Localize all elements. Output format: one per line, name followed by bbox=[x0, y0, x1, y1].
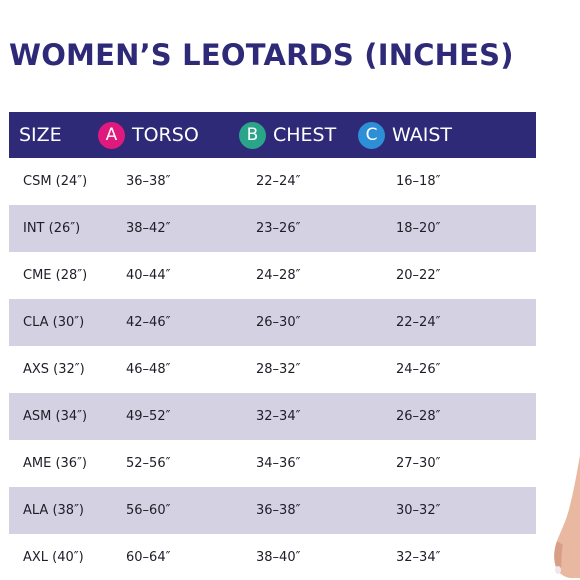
cell-torso: 40–44″ bbox=[126, 268, 171, 283]
cell-torso: 56–60″ bbox=[126, 503, 171, 518]
header-torso-label: TORSO bbox=[132, 124, 199, 146]
table-row: INT (26″) 38–42″ 23–26″ 18–20″ bbox=[9, 205, 536, 252]
header-size-label: SIZE bbox=[19, 124, 62, 146]
badge-b-icon: B bbox=[239, 121, 266, 149]
header-waist-label: WAIST bbox=[392, 124, 453, 146]
table-row: ASM (34″) 49–52″ 32–34″ 26–28″ bbox=[9, 393, 536, 440]
cell-size: CSM (24″) bbox=[23, 174, 88, 189]
cell-torso: 49–52″ bbox=[126, 409, 171, 424]
cell-waist: 18–20″ bbox=[396, 221, 441, 236]
cell-size: ASM (34″) bbox=[23, 409, 88, 424]
table-row: CME (28″) 40–44″ 24–28″ 20–22″ bbox=[9, 252, 536, 299]
table-row: AME (36″) 52–56″ 34–36″ 27–30″ bbox=[9, 440, 536, 487]
header-waist: C WAIST bbox=[358, 112, 452, 158]
table-header: SIZE A TORSO B CHEST C WAIST bbox=[9, 112, 536, 158]
badge-c-icon: C bbox=[358, 121, 385, 149]
hand-decoration-icon bbox=[554, 455, 580, 579]
cell-waist: 32–34″ bbox=[396, 550, 441, 565]
page-title: WOMEN’S LEOTARDS (INCHES) bbox=[9, 38, 514, 72]
size-table: SIZE A TORSO B CHEST C WAIST CSM (24″) 3… bbox=[9, 112, 536, 580]
cell-torso: 38–42″ bbox=[126, 221, 171, 236]
cell-chest: 24–28″ bbox=[256, 268, 301, 283]
cell-waist: 20–22″ bbox=[396, 268, 441, 283]
table-row: ALA (38″) 56–60″ 36–38″ 30–32″ bbox=[9, 487, 536, 534]
cell-waist: 26–28″ bbox=[396, 409, 441, 424]
cell-waist: 30–32″ bbox=[396, 503, 441, 518]
cell-torso: 60–64″ bbox=[126, 550, 171, 565]
cell-size: AME (36″) bbox=[23, 456, 87, 471]
cell-waist: 22–24″ bbox=[396, 315, 441, 330]
header-chest-label: CHEST bbox=[273, 124, 337, 146]
badge-a-icon: A bbox=[98, 121, 125, 149]
header-chest: B CHEST bbox=[239, 112, 336, 158]
table-row: CLA (30″) 42–46″ 26–30″ 22–24″ bbox=[9, 299, 536, 346]
cell-size: AXL (40″) bbox=[23, 550, 84, 565]
table-row: CSM (24″) 36–38″ 22–24″ 16–18″ bbox=[9, 158, 536, 205]
cell-size: AXS (32″) bbox=[23, 362, 85, 377]
cell-chest: 26–30″ bbox=[256, 315, 301, 330]
cell-chest: 32–34″ bbox=[256, 409, 301, 424]
cell-size: INT (26″) bbox=[23, 221, 81, 236]
table-row: AXS (32″) 46–48″ 28–32″ 24–26″ bbox=[9, 346, 536, 393]
cell-chest: 28–32″ bbox=[256, 362, 301, 377]
cell-chest: 36–38″ bbox=[256, 503, 301, 518]
cell-waist: 27–30″ bbox=[396, 456, 441, 471]
cell-waist: 16–18″ bbox=[396, 174, 441, 189]
cell-torso: 36–38″ bbox=[126, 174, 171, 189]
cell-size: CLA (30″) bbox=[23, 315, 85, 330]
header-size: SIZE bbox=[19, 112, 62, 158]
cell-chest: 34–36″ bbox=[256, 456, 301, 471]
cell-chest: 22–24″ bbox=[256, 174, 301, 189]
cell-size: CME (28″) bbox=[23, 268, 88, 283]
cell-waist: 24–26″ bbox=[396, 362, 441, 377]
cell-torso: 52–56″ bbox=[126, 456, 171, 471]
cell-torso: 46–48″ bbox=[126, 362, 171, 377]
cell-chest: 38–40″ bbox=[256, 550, 301, 565]
cell-size: ALA (38″) bbox=[23, 503, 85, 518]
header-torso: A TORSO bbox=[98, 112, 199, 158]
cell-torso: 42–46″ bbox=[126, 315, 171, 330]
table-row: AXL (40″) 60–64″ 38–40″ 32–34″ bbox=[9, 534, 536, 580]
cell-chest: 23–26″ bbox=[256, 221, 301, 236]
